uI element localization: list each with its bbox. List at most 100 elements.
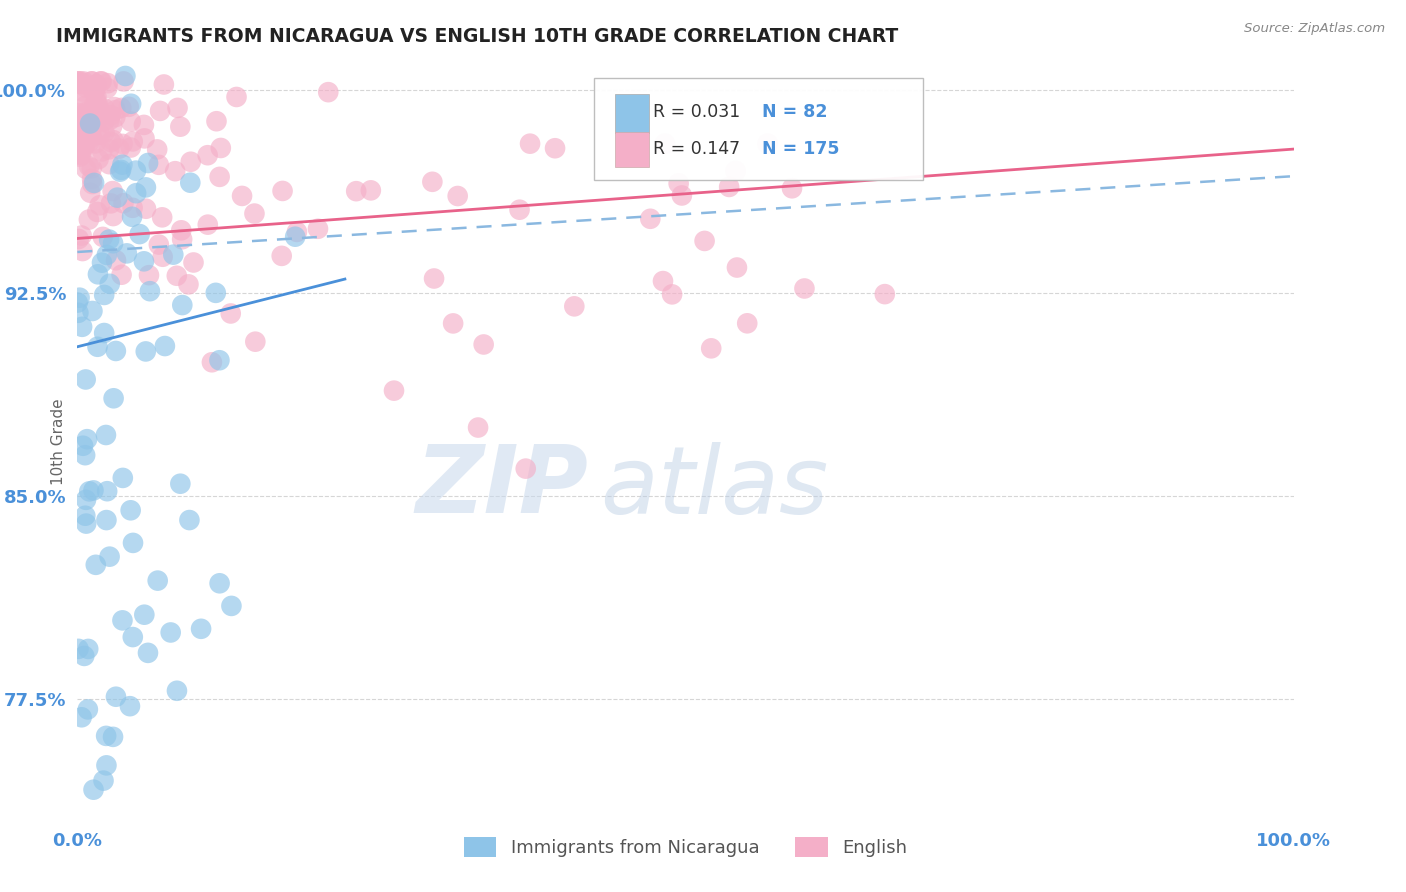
Point [82,177,104,191]
Point [422,175,444,189]
Point [307,221,329,235]
Point [80,74,103,88]
Point [640,211,662,226]
Point [208,353,231,368]
Point [98,277,121,291]
Point [75,80,97,95]
Point [115,246,138,260]
Point [69,124,91,138]
Point [108,142,131,156]
FancyBboxPatch shape [614,95,650,133]
Point [70,228,93,243]
Point [780,181,803,195]
Point [67,144,90,158]
Point [105,191,128,205]
Point [120,96,142,111]
Legend: Immigrants from Nicaragua, English: Immigrants from Nicaragua, English [457,830,914,864]
Point [152,250,174,264]
Point [700,342,723,356]
Point [205,114,228,128]
Point [208,169,231,184]
Point [197,218,219,232]
Point [75,99,97,113]
Point [96,81,118,95]
Point [197,148,219,162]
Point [225,90,247,104]
Point [72,84,94,98]
Point [100,196,122,211]
Point [72,244,94,258]
Point [101,730,124,744]
Point [172,232,194,246]
Point [153,78,176,92]
Point [67,132,90,146]
Text: R = 0.147: R = 0.147 [652,140,740,158]
Point [166,268,188,283]
Point [75,372,97,386]
Point [170,223,193,237]
Point [93,102,115,116]
Point [75,508,97,523]
Point [120,140,142,154]
Point [344,184,367,198]
Point [82,483,104,498]
Point [79,484,101,499]
Point [693,234,716,248]
Point [72,141,94,155]
Point [79,109,101,123]
Point [69,95,91,110]
Point [70,319,93,334]
Point [179,513,201,527]
Point [120,503,142,517]
Point [172,298,194,312]
Point [135,202,157,216]
Point [86,205,108,219]
Point [101,184,124,198]
Text: IMMIGRANTS FROM NICARAGUA VS ENGLISH 10TH GRADE CORRELATION CHART: IMMIGRANTS FROM NICARAGUA VS ENGLISH 10T… [56,27,898,45]
Point [316,85,339,99]
Point [75,448,97,462]
Point [382,384,405,398]
Point [75,161,97,176]
Point [80,161,103,176]
Point [91,230,114,244]
Point [150,211,173,225]
Point [80,130,103,145]
Point [285,225,308,239]
Point [80,115,103,129]
Point [121,135,143,149]
Point [83,84,105,98]
Point [66,295,89,310]
Point [75,104,97,119]
Point [101,236,124,251]
Point [165,164,187,178]
Point [136,646,159,660]
Point [96,513,118,527]
Point [112,74,135,88]
Point [70,133,93,147]
Point [75,516,97,531]
FancyBboxPatch shape [614,132,650,167]
Point [87,98,110,112]
Point [84,136,107,151]
Point [73,137,96,152]
Point [101,120,124,134]
Point [67,641,90,656]
Point [735,316,758,330]
Point [122,536,145,550]
Point [231,189,253,203]
Point [114,69,136,83]
Point [76,128,98,142]
Point [135,180,157,194]
Point [134,607,156,622]
Point [83,82,105,96]
Point [509,202,531,217]
Point [100,108,122,122]
Point [149,103,172,118]
Point [91,145,114,159]
Point [284,229,307,244]
Point [96,484,118,499]
Point [101,209,124,223]
Point [132,254,155,268]
Point [136,156,159,170]
